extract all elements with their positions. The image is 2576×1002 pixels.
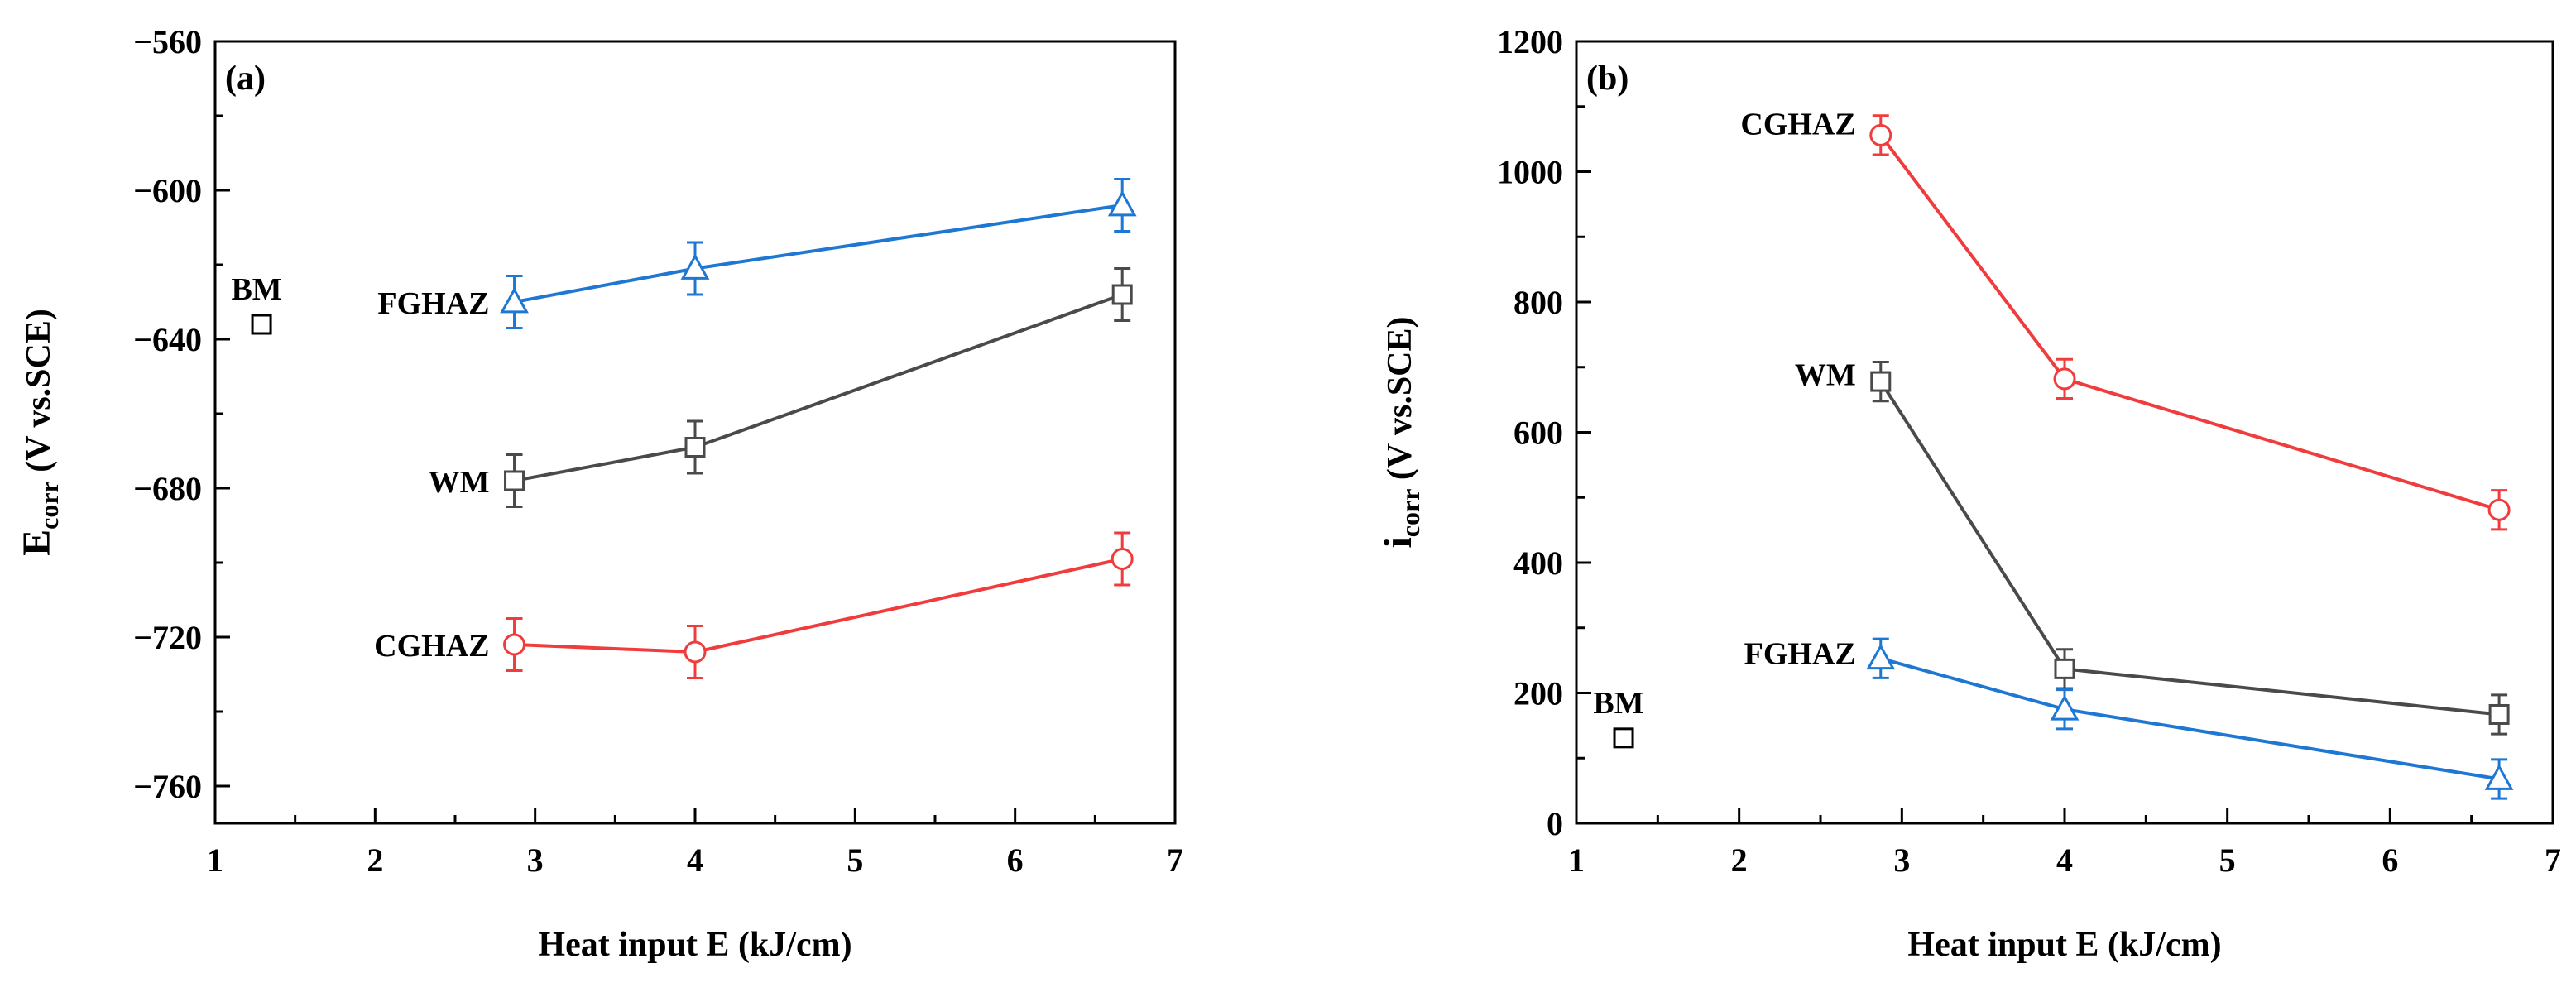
series-label-cghaz: CGHAZ bbox=[374, 629, 489, 664]
y-tick-label: −680 bbox=[133, 470, 202, 507]
series-wm: WM bbox=[1795, 358, 2510, 736]
x-tick-label: 5 bbox=[2219, 841, 2236, 879]
y-axis-label-rest: (V vs.SCE) bbox=[20, 309, 58, 481]
panel-a-chart: 1 2 3 4 5 6 7 −560 −600 −640 −680 −720 −760 Heat inpu… bbox=[15, 23, 1183, 964]
y-tick-label: 1000 bbox=[1497, 154, 1563, 191]
x-tick-label: 7 bbox=[2545, 841, 2561, 879]
series-line-wm bbox=[1879, 380, 2500, 717]
series-label-cghaz: CGHAZ bbox=[1740, 107, 1855, 141]
data-point-fghaz bbox=[2050, 694, 2080, 721]
x-tick-label: 7 bbox=[1167, 841, 1183, 879]
data-point-bm bbox=[1613, 727, 1634, 749]
x-axis-label: Heat input E (kJ/cm) bbox=[538, 926, 851, 964]
data-point-fghaz bbox=[1107, 190, 1137, 217]
x-tick-label: 5 bbox=[847, 841, 863, 879]
data-point-fghaz bbox=[2484, 764, 2514, 790]
series-wm: WM bbox=[429, 267, 1133, 508]
series-label-wm: WM bbox=[429, 465, 490, 500]
data-point-fghaz bbox=[1866, 643, 1896, 670]
data-point-fghaz bbox=[500, 287, 529, 314]
series-label-wm: WM bbox=[1795, 358, 1856, 393]
y-tick-label: −720 bbox=[133, 619, 202, 656]
x-tick-label: 2 bbox=[367, 841, 383, 879]
series-bm: BM bbox=[1593, 686, 1644, 749]
data-point-cghaz bbox=[1111, 548, 1134, 570]
y-axis-label-sub: corr bbox=[34, 481, 64, 530]
series-line-fghaz bbox=[514, 204, 1123, 304]
data-point-wm bbox=[504, 470, 525, 491]
x-tick-label: 6 bbox=[1007, 841, 1024, 879]
series-cghaz: CGHAZ bbox=[374, 531, 1134, 679]
data-point-wm bbox=[1870, 371, 1892, 392]
y-tick-label: −760 bbox=[133, 768, 202, 805]
data-point-wm bbox=[1111, 284, 1133, 305]
series-label-bm: BM bbox=[231, 272, 281, 307]
series-cghaz: CGHAZ bbox=[1740, 107, 2511, 531]
x-tick-label: 3 bbox=[1893, 841, 1910, 879]
data-point-fghaz bbox=[680, 253, 710, 280]
y-tick-label: 800 bbox=[1513, 284, 1563, 321]
y-tick-label: 0 bbox=[1547, 805, 1563, 842]
data-point-cghaz bbox=[684, 640, 707, 664]
data-point-cghaz bbox=[1869, 123, 1892, 146]
x-tick-label: 4 bbox=[2056, 841, 2073, 879]
y-tick-label: 1200 bbox=[1497, 23, 1563, 60]
data-point-wm bbox=[2054, 658, 2075, 679]
panel-b-chart: 1 2 3 4 5 6 7 0 200 400 600 800 1000 1200 Heat input E… bbox=[1376, 23, 2561, 964]
y-axis-label-rest: (V vs.SCE) bbox=[1381, 316, 1419, 488]
y-axis-label-main: E bbox=[15, 530, 59, 556]
x-tick-label: 4 bbox=[687, 841, 703, 879]
series-bm: BM bbox=[231, 272, 282, 335]
x-tick-label: 1 bbox=[1568, 841, 1585, 879]
x-tick-label: 2 bbox=[1731, 841, 1748, 879]
y-tick-label: −600 bbox=[133, 172, 202, 209]
series-line-cghaz bbox=[514, 557, 1123, 654]
x-tick-label: 3 bbox=[527, 841, 544, 879]
data-point-bm bbox=[251, 314, 272, 335]
y-tick-label: −640 bbox=[133, 321, 202, 358]
y-tick-label: 600 bbox=[1513, 415, 1563, 452]
series-fghaz: FGHAZ bbox=[377, 178, 1137, 329]
series-line-wm bbox=[514, 293, 1123, 482]
series-label-fghaz: FGHAZ bbox=[1744, 637, 1856, 672]
y-axis-label-sub: corr bbox=[1395, 489, 1425, 538]
data-point-cghaz bbox=[503, 633, 526, 656]
series-label-bm: BM bbox=[1593, 686, 1643, 721]
data-point-wm bbox=[2488, 703, 2510, 725]
data-point-wm bbox=[684, 437, 706, 458]
series-line-fghaz bbox=[1880, 656, 2500, 781]
y-tick-label: −560 bbox=[133, 23, 202, 60]
y-axis-label: Ecorr (V vs.SCE) bbox=[15, 309, 64, 556]
x-tick-label: 6 bbox=[2382, 841, 2398, 879]
series-label-fghaz: FGHAZ bbox=[377, 286, 489, 321]
data-point-cghaz bbox=[2487, 498, 2511, 521]
y-tick-label: 200 bbox=[1513, 675, 1563, 712]
panel-label: (b) bbox=[1586, 60, 1629, 98]
data-point-cghaz bbox=[2053, 367, 2076, 391]
y-axis-label-main: i bbox=[1376, 537, 1420, 548]
y-axis-label: icorr (V vs.SCE) bbox=[1376, 316, 1425, 548]
y-tick-label: 400 bbox=[1513, 544, 1563, 582]
panel-label: (a) bbox=[225, 60, 266, 98]
x-tick-label: 1 bbox=[207, 841, 223, 879]
series-line-cghaz bbox=[1879, 134, 2500, 512]
series-fghaz: FGHAZ bbox=[1744, 637, 2514, 800]
x-axis-label: Heat input E (kJ/cm) bbox=[1907, 926, 2221, 964]
